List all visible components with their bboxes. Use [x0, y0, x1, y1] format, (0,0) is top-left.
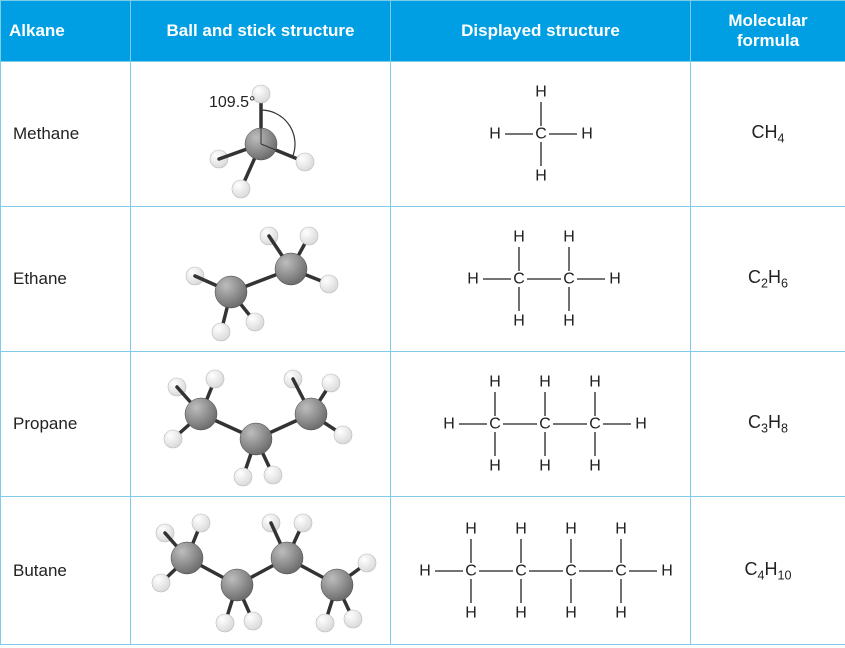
svg-text:H: H [635, 416, 647, 433]
svg-text:H: H [539, 458, 551, 475]
molecular-formula: C4H10 [691, 497, 845, 645]
svg-text:H: H [615, 604, 627, 621]
svg-text:H: H [539, 374, 551, 391]
table-header: Alkane Ball and stick structure Displaye… [1, 1, 845, 62]
svg-text:H: H [465, 520, 477, 537]
svg-text:H: H [563, 313, 575, 330]
svg-text:H: H [513, 229, 525, 246]
svg-text:H: H [467, 271, 479, 288]
table-row: Propane C C C H H H H H H H H C3H8 [1, 352, 845, 497]
ball-stick-cell [131, 352, 391, 497]
col-ballstick: Ball and stick structure [131, 1, 391, 62]
svg-text:H: H [515, 604, 527, 621]
svg-text:H: H [565, 520, 577, 537]
svg-text:H: H [443, 416, 455, 433]
ball-stick-cell [131, 497, 391, 645]
table-body: Methane109.5°CHHHHCH4EthaneCCHHHHHHC2H6P… [1, 62, 845, 645]
svg-text:H: H [609, 271, 621, 288]
svg-text:C: C [615, 562, 627, 579]
svg-text:H: H [515, 520, 527, 537]
svg-text:H: H [513, 313, 525, 330]
alkane-table: Alkane Ball and stick structure Displaye… [0, 0, 845, 645]
svg-text:H: H [563, 229, 575, 246]
molecular-formula: C3H8 [691, 352, 845, 497]
svg-text:H: H [615, 520, 627, 537]
svg-text:H: H [589, 458, 601, 475]
svg-text:H: H [419, 562, 431, 579]
table-row: Ethane C C H H H H H H C2H6 [1, 207, 845, 352]
svg-text:C: C [565, 562, 577, 579]
displayed-structure-cell: C C C C H H H H H H H H H H [391, 497, 691, 645]
svg-text:C: C [465, 562, 477, 579]
ball-stick-diagram [141, 359, 381, 489]
svg-text:H: H [565, 604, 577, 621]
svg-text:C: C [539, 416, 551, 433]
alkane-name: Methane [1, 62, 131, 207]
molecular-formula: CH4 [691, 62, 845, 207]
svg-text:H: H [489, 374, 501, 391]
ball-stick-cell: 109.5° [131, 62, 391, 207]
svg-text:H: H [581, 126, 593, 143]
svg-text:H: H [489, 126, 501, 143]
displayed-structure-diagram: C C C H H H H H H H H [421, 364, 661, 484]
displayed-structure-cell: C H H H H [391, 62, 691, 207]
ball-stick-diagram [137, 503, 387, 638]
ball-stick-cell [131, 207, 391, 352]
alkane-name: Propane [1, 352, 131, 497]
displayed-structure-diagram: C H H H H [461, 74, 621, 194]
svg-text:H: H [535, 168, 547, 185]
displayed-structure-diagram: C C C C H H H H H H H H H H [401, 511, 681, 631]
svg-text:H: H [589, 374, 601, 391]
col-formula: Molecular formula [691, 1, 845, 62]
svg-text:C: C [515, 562, 527, 579]
svg-text:H: H [661, 562, 673, 579]
svg-text:C: C [563, 271, 575, 288]
bond-angle-label: 109.5° [209, 94, 255, 111]
displayed-structure-cell: C C C H H H H H H H H [391, 352, 691, 497]
displayed-structure-diagram: C C H H H H H H [441, 219, 641, 339]
svg-text:C: C [513, 271, 525, 288]
alkane-name: Ethane [1, 207, 131, 352]
svg-text:H: H [489, 458, 501, 475]
displayed-structure-cell: C C H H H H H H [391, 207, 691, 352]
molecular-formula: C2H6 [691, 207, 845, 352]
ball-stick-diagram [151, 214, 371, 344]
svg-text:H: H [535, 84, 547, 101]
svg-text:H: H [465, 604, 477, 621]
col-alkane: Alkane [1, 1, 131, 62]
ball-stick-diagram: 109.5° [161, 69, 361, 199]
table-row: Methane 109.5° C H H H H CH4 [1, 62, 845, 207]
table-row: Butane C C C C H H H H H H H H H H C4H10 [1, 497, 845, 645]
alkane-name: Butane [1, 497, 131, 645]
svg-text:C: C [589, 416, 601, 433]
svg-text:C: C [489, 416, 501, 433]
svg-text:C: C [535, 126, 547, 143]
col-displayed: Displayed structure [391, 1, 691, 62]
